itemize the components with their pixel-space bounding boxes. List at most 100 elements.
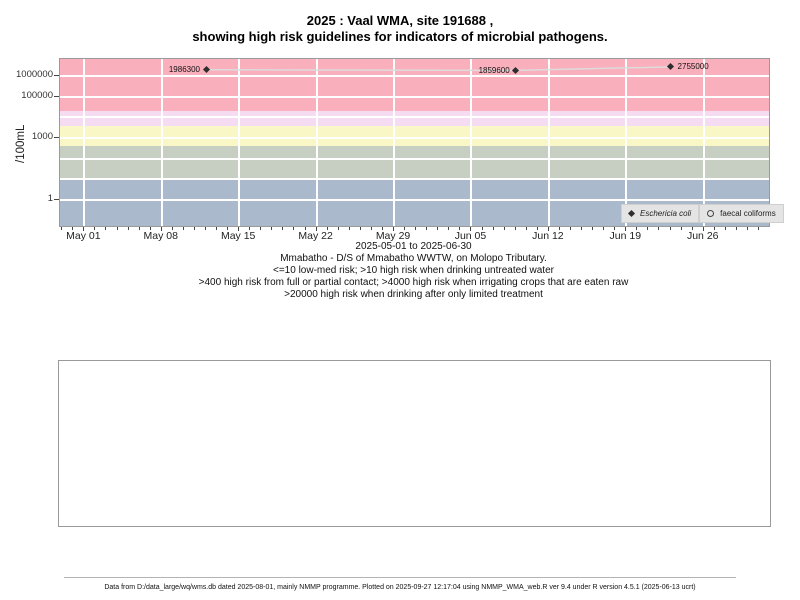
risk-band — [60, 146, 769, 180]
vertical-gridline — [160, 59, 163, 226]
empty-panel — [58, 360, 771, 527]
x-axis-tick-label: Jun 05 — [454, 230, 487, 242]
y-axis-tick-label: 1000000 — [16, 68, 53, 80]
x-axis-minor-tick — [61, 227, 63, 230]
legend: Eschericia coli faecal coliforms — [621, 204, 784, 223]
filled-diamond-icon — [627, 209, 636, 218]
x-axis-minor-tick — [735, 227, 737, 230]
x-axis-minor-tick — [536, 227, 538, 230]
x-axis-minor-tick — [459, 227, 461, 230]
vertical-gridline — [393, 59, 396, 226]
vertical-gridline — [702, 59, 705, 226]
x-axis-minor-tick — [105, 227, 107, 230]
x-axis-minor-tick — [614, 227, 616, 230]
x-axis-minor-tick — [746, 227, 748, 230]
x-axis-minor-tick — [381, 227, 383, 230]
x-axis-minor-tick — [592, 227, 594, 230]
x-axis-minor-tick — [426, 227, 428, 230]
y-axis-tick-label: 100000 — [21, 89, 53, 101]
x-axis-minor-tick — [636, 227, 638, 230]
x-axis-minor-tick — [227, 227, 229, 230]
x-axis-minor-tick — [647, 227, 649, 230]
horizontal-gridline — [60, 199, 769, 202]
x-axis-minor-tick — [282, 227, 284, 230]
x-axis-minor-tick — [127, 227, 129, 230]
legend-label-faecal-coliforms: faecal coliforms — [720, 209, 776, 218]
vertical-gridline — [547, 59, 550, 226]
x-axis-minor-tick — [116, 227, 118, 230]
x-axis-minor-tick — [249, 227, 251, 230]
x-axis-tick-label: May 29 — [375, 230, 411, 242]
data-point-label: 1986300 — [168, 65, 201, 75]
x-axis-tick-label: May 22 — [298, 230, 333, 242]
x-axis-minor-tick — [304, 227, 306, 230]
x-axis-minor-tick — [680, 227, 682, 230]
x-axis-major-tick — [238, 227, 240, 231]
subtitle-date-range: 2025-05-01 to 2025-06-30 — [355, 241, 472, 252]
x-axis-minor-tick — [525, 227, 527, 230]
x-axis-minor-tick — [94, 227, 96, 230]
horizontal-gridline — [60, 95, 769, 98]
x-axis-minor-tick — [415, 227, 417, 230]
x-axis-major-tick — [393, 227, 395, 231]
x-axis-major-tick — [83, 227, 85, 231]
x-axis-major-tick — [470, 227, 472, 231]
chart-title-line2: showing high risk guidelines for indicat… — [192, 29, 608, 44]
x-axis-tick-label: May 01 — [66, 230, 101, 242]
data-point-label: 1859600 — [478, 65, 510, 75]
x-axis-major-tick — [160, 227, 162, 231]
x-axis-tick-label: May 08 — [143, 230, 178, 242]
x-axis-minor-tick — [404, 227, 406, 230]
chart-title-line1: 2025 : Vaal WMA, site 191688 , — [306, 13, 494, 28]
data-point-label: 2755000 — [677, 62, 709, 72]
x-axis-minor-tick — [326, 227, 328, 230]
vertical-gridline — [625, 59, 628, 226]
x-axis-minor-tick — [138, 227, 140, 230]
x-axis-minor-tick — [558, 227, 560, 230]
y-axis-tick-label: 1 — [47, 193, 53, 205]
x-axis-minor-tick — [193, 227, 195, 230]
x-axis-minor-tick — [758, 227, 760, 230]
x-axis-minor-tick — [514, 227, 516, 230]
y-axis-tick — [54, 74, 59, 76]
series-line-layer — [205, 66, 671, 72]
subtitle-risk-line1: <=10 low-med risk; >10 high risk when dr… — [273, 265, 554, 276]
x-axis-tick-label: May 15 — [220, 230, 256, 242]
vertical-gridline — [238, 59, 241, 226]
x-axis-minor-tick — [492, 227, 494, 230]
x-axis-minor-tick — [271, 227, 273, 230]
open-circle-icon — [707, 210, 715, 217]
legend-entry-faecal-coliforms: faecal coliforms — [699, 204, 784, 223]
x-axis-minor-tick — [481, 227, 483, 230]
x-axis-minor-tick — [570, 227, 571, 230]
x-axis-minor-tick — [348, 227, 350, 230]
x-axis-minor-tick — [337, 227, 339, 230]
x-axis-minor-tick — [72, 227, 74, 230]
legend-label-ecoli: Eschericia coli — [640, 209, 692, 218]
x-axis-minor-tick — [182, 227, 184, 230]
x-axis-major-tick — [625, 227, 627, 231]
x-axis-minor-tick — [691, 227, 693, 230]
x-axis-minor-tick — [658, 227, 660, 230]
x-axis-tick-label: Jun 26 — [686, 230, 719, 242]
x-axis-minor-tick — [503, 227, 505, 230]
footer-divider — [64, 577, 736, 578]
x-axis-minor-tick — [713, 227, 715, 230]
series-line — [205, 66, 671, 72]
x-axis-minor-tick — [581, 227, 583, 230]
horizontal-gridline — [60, 178, 769, 181]
subtitle-block: 2025-05-01 to 2025-06-30 Mmabatho - D/S … — [59, 241, 768, 301]
x-axis-minor-tick — [149, 227, 151, 230]
chart-title: 2025 : Vaal WMA, site 191688 , showing h… — [0, 13, 800, 45]
x-axis-major-tick — [547, 227, 549, 231]
x-axis-tick-label: Jun 12 — [532, 230, 564, 242]
vertical-gridline — [83, 59, 86, 226]
y-axis-tick — [54, 137, 59, 139]
x-axis-minor-tick — [603, 227, 605, 230]
x-axis-minor-tick — [205, 227, 206, 230]
x-axis-minor-tick — [370, 227, 372, 230]
x-axis-tick-label: Jun 19 — [609, 230, 642, 242]
y-axis-tick — [54, 95, 59, 97]
vertical-gridline — [315, 59, 318, 226]
